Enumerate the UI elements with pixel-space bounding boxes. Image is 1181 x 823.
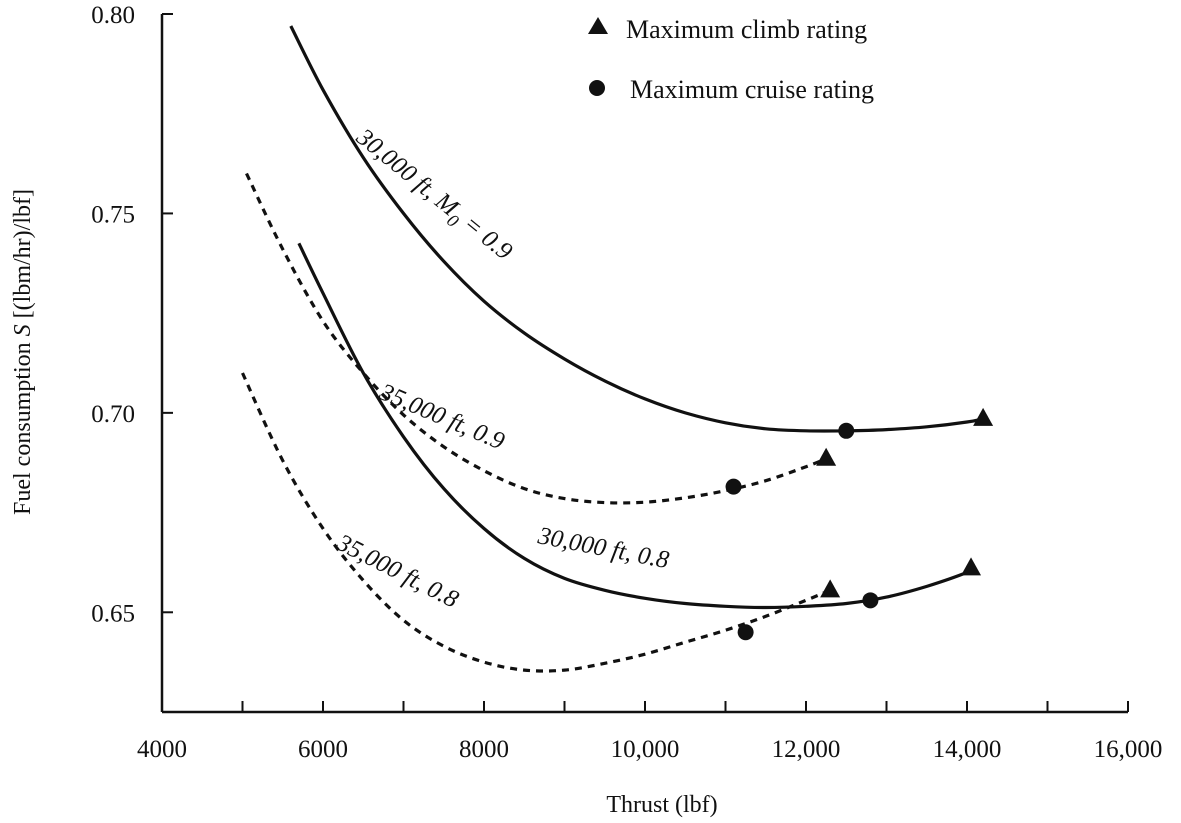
y-title-symbol: S xyxy=(10,324,36,336)
series-line-3 xyxy=(297,242,974,610)
x-tick-label: 4000 xyxy=(137,736,187,763)
y-tick-label: 0.75 xyxy=(91,201,135,228)
x-axis-ticks: 4000 6000 8000 10,000 12,000 14,000 16,000 xyxy=(137,701,1162,763)
legend-label-climb: Maximum climb rating xyxy=(626,15,867,44)
y-title-part: Fuel consumption xyxy=(10,336,36,515)
series-label-4: 35,000 ft, 0.8 xyxy=(331,529,463,614)
legend-triangle-marker xyxy=(588,17,608,34)
y-axis-ticks: 0.65 0.70 0.75 0.80 xyxy=(91,2,173,627)
y-title-part: [(lbm/hr)/lbf] xyxy=(10,189,36,324)
series-line-1 xyxy=(289,25,984,433)
climb-rating-marker xyxy=(820,579,841,598)
climb-rating-marker xyxy=(973,407,994,426)
x-tick-label: 8000 xyxy=(459,736,509,763)
x-tick-label: 10,000 xyxy=(611,736,680,763)
cruise-rating-marker xyxy=(725,478,742,495)
y-tick-label: 0.65 xyxy=(91,600,135,627)
x-tick-label: 16,000 xyxy=(1094,736,1163,763)
legend-circle-marker xyxy=(589,80,605,96)
cruise-rating-marker xyxy=(737,624,754,641)
curve-labels: 30,000 ft, M0 = 0.935,000 ft, 0.930,000 … xyxy=(331,123,671,614)
y-axis-title: Fuel consumption S [(lbm/hr)/lbf] xyxy=(10,189,36,515)
climb-rating-marker xyxy=(816,447,837,466)
x-tick-label: 6000 xyxy=(298,736,348,763)
x-axis-title: Thrust (lbf) xyxy=(606,792,717,818)
cruise-rating-marker xyxy=(838,422,855,439)
label-text: = 0.9 xyxy=(453,206,517,265)
series-line-2 xyxy=(245,172,827,505)
cruise-rating-marker xyxy=(862,592,879,609)
series-line-4 xyxy=(241,372,831,673)
climb-rating-marker xyxy=(961,557,982,576)
label-text: 30,000 ft, xyxy=(350,123,447,208)
legend-label-cruise: Maximum cruise rating xyxy=(630,75,874,104)
legend: Maximum climb rating Maximum cruise rati… xyxy=(588,15,874,104)
series-layer xyxy=(241,25,994,673)
x-tick-label: 14,000 xyxy=(933,736,1002,763)
series-label-3: 30,000 ft, 0.8 xyxy=(535,522,672,574)
x-tick-label: 12,000 xyxy=(772,736,841,763)
y-tick-label: 0.70 xyxy=(91,401,135,428)
y-tick-label: 0.80 xyxy=(91,2,135,29)
